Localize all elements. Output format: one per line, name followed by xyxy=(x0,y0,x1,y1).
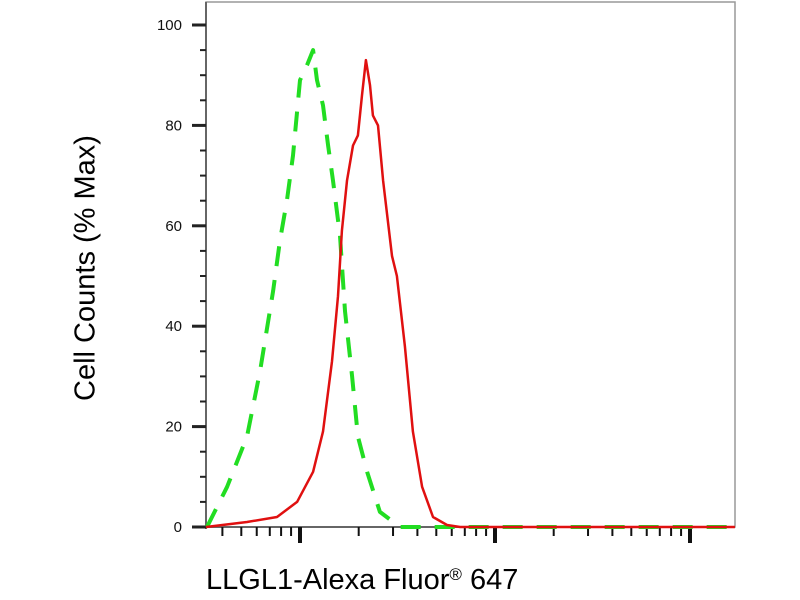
y-tick-label: 80 xyxy=(165,117,182,134)
y-tick-label: 60 xyxy=(165,218,182,235)
x-axis-title-text: LLGL1-Alexa Fluor xyxy=(206,564,450,596)
y-tick-label: 20 xyxy=(165,419,182,436)
series-line-red-solid xyxy=(205,58,735,529)
registered-mark: ® xyxy=(449,565,462,584)
plot-frame xyxy=(205,1,736,528)
series-line-green-dashed xyxy=(205,48,735,529)
y-axis-title: Cell Counts (% Max) xyxy=(69,135,102,401)
x-axis-title: LLGL1-Alexa Fluor® 647 xyxy=(206,564,518,597)
y-tick-label: 100 xyxy=(157,17,182,34)
y-tick-label: 0 xyxy=(174,519,182,536)
x-axis-title-suffix: 647 xyxy=(470,564,519,596)
y-tick-label: 40 xyxy=(165,318,182,335)
